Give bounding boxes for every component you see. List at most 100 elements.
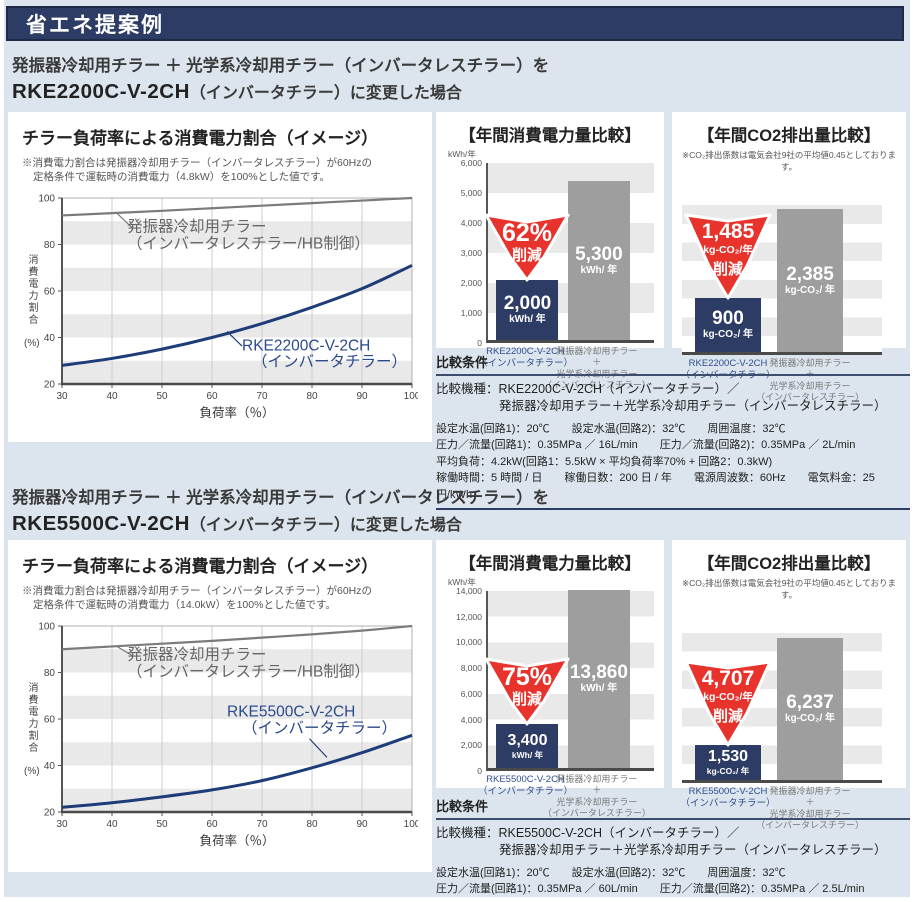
- condition-line: 設定水温(回路1)：20℃ 設定水温(回路2)：32℃ 周囲温度：32℃: [436, 422, 786, 435]
- series-label-gray: 発振器冷却用チラー: [127, 646, 267, 664]
- series-label-gray: （インバータレスチラー/HB制御）: [127, 663, 370, 681]
- svg-text:62%: 62%: [502, 219, 552, 247]
- y-axis-title: 消費電力割合: [26, 682, 37, 755]
- inverterless-chiller-line: [61, 625, 413, 651]
- svg-text:負荷率（％）: 負荷率（％）: [199, 833, 274, 848]
- svg-text:70: 70: [256, 391, 268, 402]
- headline-line1: 発振器冷却用チラー ＋ 光学系冷却用チラー（インバータレスチラー）を: [12, 57, 550, 75]
- svg-text:100: 100: [404, 819, 418, 830]
- y-axis-tick: 8,000: [460, 663, 482, 674]
- y-axis-tick: 1,000: [460, 308, 482, 318]
- line-chart-svg: 20 40 60 80 100 30 40 50 60 70 80 90 100 負荷率（％） 発振器冷却用…: [38, 194, 418, 421]
- svg-text:80: 80: [306, 391, 318, 402]
- svg-text:削減: 削減: [713, 260, 743, 278]
- condition-line: 比較機種：RKE5500C-V-2CH（インバータチラー）／: [436, 826, 740, 840]
- svg-text:40: 40: [44, 761, 56, 772]
- bar-unit: kg-CO₂/ 年: [703, 329, 753, 341]
- page: 省エネ提案例 発振器冷却用チラー ＋ 光学系冷却用チラー（インバータレスチラー）…: [4, 0, 910, 897]
- series-label-gray: （インバータレスチラー/HB制御）: [127, 235, 370, 253]
- co2-chart-title: 【年間CO2排出量比較】: [697, 555, 881, 573]
- power-chart-panel-2: 【年間消費電力量比較】 kWh/年 0 2,000 4,000 6,000 8,000 10…: [436, 540, 664, 818]
- load-chart-note: ※消費電力割合は発振器冷却用チラー（インバータレスチラー）が60Hzの 定格条件…: [22, 157, 373, 184]
- existing-model-label: 発振器冷却用チラー＋光学系冷却用チラー （インバータレスチラー）: [542, 774, 651, 818]
- svg-text:40: 40: [106, 819, 118, 830]
- section1-headline: 発振器冷却用チラー ＋ 光学系冷却用チラー（インバータレスチラー）を RKE22…: [12, 52, 892, 104]
- condition-line: 稼働時間：5 時間 / 日 稼働日数：200 日 / 年 電源周波数：60Hz …: [436, 472, 875, 501]
- svg-text:60: 60: [206, 819, 218, 830]
- co2-bar-chart-1: 900 kg-CO₂/ 年 2,385 kg-CO₂/ 年 1,485 kg-CO₂/年削…: [680, 205, 896, 402]
- condition-line: 設定水温(回路1)：20℃ 設定水温(回路2)：32℃ 周囲温度：32℃: [436, 866, 786, 879]
- load-line-chart-2: 消費電力割合 (%) 20 40 60 80 100 30 40 50 60 70 80 90 100 負荷率…: [22, 620, 418, 858]
- svg-text:80: 80: [44, 668, 56, 679]
- bar-value: 1,530: [707, 748, 749, 766]
- condition-line: 圧力／流量(回路1)：0.35MPa ／ 60L/min 圧力／流量(回路2)：…: [436, 883, 865, 896]
- load-chart-title: チラー負荷率による消費電力割合（イメージ）: [22, 129, 379, 148]
- line-chart-svg: 20 40 60 80 100 30 40 50 60 70 80 90 100 負荷率（％） 発振器冷却用…: [38, 622, 418, 849]
- bar-value: 13,860: [569, 662, 628, 684]
- svg-text:40: 40: [106, 391, 118, 402]
- proposed-model-bar: 2,000 kWh/ 年: [496, 280, 559, 340]
- svg-text:60: 60: [44, 715, 56, 726]
- condition-line: 圧力／流量(回路1)：0.35MPa ／ 16L/min 圧力／流量(回路2)：…: [436, 439, 856, 452]
- proposed-model-bar: 900 kg-CO₂/ 年: [695, 298, 761, 352]
- bar-chart-area: 0 2,000 4,000 6,000 8,000 10,000 12,000 14,000 3…: [446, 586, 654, 776]
- co2-chart-panel-2: 【年間CO2排出量比較】 ※CO₂排出係数は電気会社9社の平均値0.45としてお…: [672, 540, 906, 830]
- svg-text:60: 60: [44, 287, 56, 298]
- headline-suffix: （インバータチラー）に変更した場合: [189, 517, 462, 534]
- svg-text:削減: 削減: [512, 246, 542, 264]
- y-axis-tick: 12,000: [456, 611, 482, 622]
- svg-text:1,485: 1,485: [702, 220, 755, 243]
- y-axis-title: 消費電力割合: [26, 254, 37, 327]
- y-axis-tick: 0: [477, 766, 482, 776]
- bar-y-axis-unit: kWh/年: [448, 149, 476, 159]
- condition-line: 発振器冷却用チラー＋光学系冷却用チラー（インバータレスチラー）: [499, 398, 887, 413]
- svg-text:90: 90: [356, 819, 368, 830]
- inverter-chiller-line: [61, 264, 413, 368]
- bar-value: 3,400: [507, 731, 548, 749]
- svg-text:負荷率（％）: 負荷率（％）: [199, 405, 274, 420]
- bar-chart-area: 0 1,000 2,000 3,000 4,000 5,000 6,000 2,000 kWh/…: [446, 158, 654, 348]
- proposed-model-bar: 3,400 kWh/ 年: [496, 724, 559, 768]
- y-axis-tick: 3,000: [460, 248, 482, 258]
- power-bar-chart-2: kWh/年 0 2,000 4,000 6,000 8,000 10,000 12,000 14…: [446, 576, 654, 818]
- y-axis-tick: 10,000: [456, 637, 482, 648]
- condition-line: 平均負荷：4.2kW(回路1：5.5kW × 平均負荷率70% + 回路2：0.…: [436, 455, 773, 468]
- inverterless-chiller-line: [61, 197, 413, 217]
- svg-text:90: 90: [356, 391, 368, 402]
- bar-unit: kg-CO₂/ 年: [785, 713, 835, 725]
- load-chart-panel-1: チラー負荷率による消費電力割合（イメージ） ※消費電力割合は発振器冷却用チラー（…: [8, 112, 432, 442]
- conditions-bottom-rule: [436, 508, 910, 511]
- svg-text:100: 100: [38, 194, 55, 205]
- y-axis-tick: 4,000: [460, 714, 482, 725]
- y-axis-tick: 4,000: [460, 218, 482, 228]
- bar-plot: 3,400 kWh/ 年 13,860 kWh/ 年 75% 削減: [484, 589, 654, 771]
- proposed-model-label: RKE5500C-V-2CH （インバータチラー）: [477, 774, 573, 797]
- existing-model-bar: 13,860 kWh/ 年: [567, 589, 630, 768]
- y-axis-tick: 0: [477, 338, 482, 348]
- svg-text:20: 20: [44, 808, 56, 819]
- power-bar-chart-1: kWh/年 0 1,000 2,000 3,000 4,000 5,000 6,000 2,00…: [446, 148, 654, 390]
- svg-text:100: 100: [404, 391, 418, 402]
- bar-unit: kg-CO₂/ 年: [706, 766, 750, 777]
- bar-x-labels: RKE5500C-V-2CH （インバータチラー） 発振器冷却用チラー＋光学系冷却用…: [680, 786, 882, 830]
- bar-value: 900: [712, 308, 744, 330]
- existing-model-bar: 5,300 kWh/ 年: [567, 181, 630, 340]
- y-axis-unit: (%): [24, 338, 40, 350]
- bar-unit: kWh/ 年: [511, 749, 544, 760]
- inverter-chiller-line: [61, 734, 413, 810]
- series-label-blue: RKE5500C-V-2CH: [227, 704, 355, 721]
- bar-y-axis: 0 2,000 4,000 6,000 8,000 10,000 12,000 14,000: [446, 586, 486, 776]
- bar-y-axis-unit: kWh/年: [448, 577, 476, 587]
- svg-text:20: 20: [44, 380, 56, 391]
- bar-plot: 900 kg-CO₂/ 年 2,385 kg-CO₂/ 年 1,485 kg-CO₂/年削…: [682, 205, 882, 355]
- power-chart-panel-1: 【年間消費電力量比較】 kWh/年 0 1,000 2,000 3,000 4,000 5,…: [436, 112, 664, 390]
- co2-chart-title: 【年間CO2排出量比較】: [697, 127, 881, 145]
- y-axis-tick: 2,000: [460, 740, 482, 751]
- reduction-badge: 4,707 kg-CO₂/年 削減: [684, 658, 772, 748]
- proposed-model-bar: 1,530 kg-CO₂/ 年: [695, 745, 761, 780]
- condition-line: 比較機種：RKE2200C-V-2CH（インバータチラー）／: [436, 382, 740, 396]
- conditions-heading: 比較条件: [436, 352, 910, 376]
- load-chart-note: ※消費電力割合は発振器冷却用チラー（インバータレスチラー）が60Hzの 定格条件…: [22, 585, 373, 612]
- svg-text:30: 30: [56, 819, 68, 830]
- series-label-blue: RKE2200C-V-2CH: [242, 338, 370, 355]
